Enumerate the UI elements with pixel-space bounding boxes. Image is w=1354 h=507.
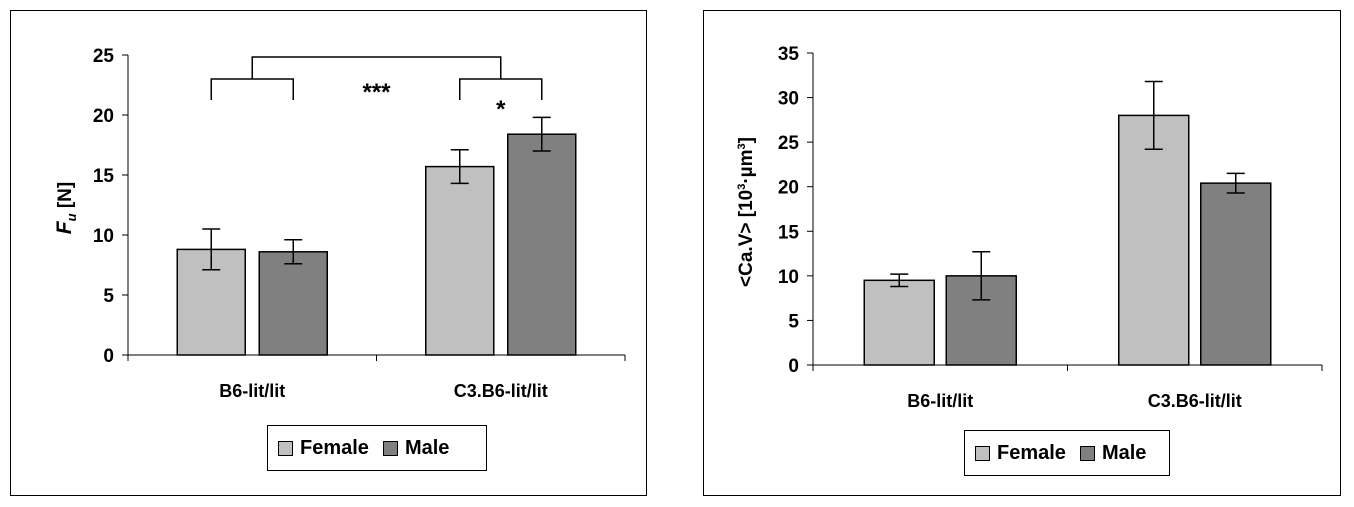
cav-y-tick-label: 5 xyxy=(788,311,799,332)
legend-item-male: Male xyxy=(1079,441,1147,465)
cav-y-axis-title: <Ca.V> [103·µm3] xyxy=(736,137,757,287)
cav-y-tick-label: 0 xyxy=(788,356,799,377)
cav-y-tick-label: 20 xyxy=(778,178,799,199)
legend-swatch-male xyxy=(382,440,398,456)
legend-item-male: Male xyxy=(382,436,450,460)
legend-item-female: Female xyxy=(278,437,369,460)
legend-swatch-male xyxy=(1079,445,1095,461)
fu-y-axis-title: Fu [N] xyxy=(53,182,79,234)
cav-bar-male-1 xyxy=(1200,182,1272,366)
fu-bar-female-1 xyxy=(425,165,495,356)
fu-category-label: B6-lit/lit xyxy=(219,381,285,401)
fu-y-tick-label: 15 xyxy=(93,166,115,187)
fu-y-tick-label: 10 xyxy=(93,226,114,247)
cav-y-tick-label: 15 xyxy=(778,222,800,243)
legend-label-male: Male xyxy=(404,436,450,459)
cav-y-tick-label: 35 xyxy=(778,44,800,65)
cav-y-tick-label: 30 xyxy=(778,89,799,110)
legend-swatch-female xyxy=(278,440,293,456)
fu-bracket-strain xyxy=(251,56,502,79)
fu-y-tick-label: 5 xyxy=(103,286,114,307)
fu-significance-strain: *** xyxy=(362,79,391,106)
cav-legend: Female Male xyxy=(964,430,1170,476)
fu-y-tick-label: 25 xyxy=(93,46,115,67)
legend-swatch-female xyxy=(975,445,990,461)
cav-category-label: C3.B6-lit/lit xyxy=(1148,391,1242,411)
legend-item-female: Female xyxy=(975,442,1066,465)
cav-y-tick-label: 25 xyxy=(778,133,800,154)
cav-category-label: B6-lit/lit xyxy=(907,391,973,411)
fu-legend: Female Male xyxy=(267,425,487,471)
fu-category-label: C3.B6-lit/lit xyxy=(454,381,548,401)
fu-bar-male-1 xyxy=(507,133,577,356)
fu-y-tick-label: 0 xyxy=(103,346,114,367)
cav-y-tick-label: 10 xyxy=(778,267,799,288)
fu-significance-sex: * xyxy=(496,96,506,123)
legend-label-male: Male xyxy=(1101,441,1147,464)
legend-label-female: Female xyxy=(997,441,1066,464)
cav-bar-female-1 xyxy=(1118,114,1190,366)
fu-y-tick-label: 20 xyxy=(93,106,114,127)
legend-label-female: Female xyxy=(300,436,369,459)
fu-bar-male-0 xyxy=(258,251,328,356)
